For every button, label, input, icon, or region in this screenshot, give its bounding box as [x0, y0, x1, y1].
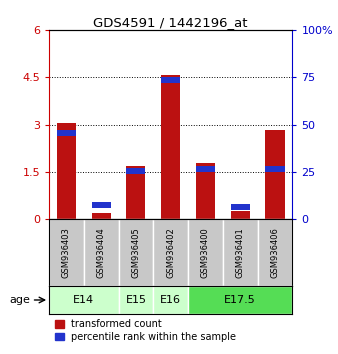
Text: GSM936401: GSM936401 — [236, 227, 245, 278]
Bar — [84, 219, 119, 286]
Text: E15: E15 — [125, 295, 146, 305]
Bar — [161, 78, 180, 83]
Text: GSM936403: GSM936403 — [62, 227, 71, 278]
Text: GSM936406: GSM936406 — [270, 227, 280, 278]
Bar — [126, 168, 145, 174]
Text: GSM936400: GSM936400 — [201, 227, 210, 278]
Bar — [126, 166, 145, 219]
Bar — [223, 219, 258, 286]
Text: GSM936405: GSM936405 — [131, 227, 140, 278]
Bar — [196, 163, 215, 219]
Bar — [153, 219, 188, 286]
Bar — [119, 286, 153, 314]
Bar — [92, 202, 111, 208]
Bar — [49, 219, 84, 286]
Bar — [188, 286, 292, 314]
Bar — [265, 166, 285, 172]
Text: GSM936402: GSM936402 — [166, 227, 175, 278]
Bar — [161, 75, 180, 219]
Bar — [57, 130, 76, 136]
Text: E14: E14 — [73, 295, 94, 305]
Bar — [265, 130, 285, 219]
Bar — [153, 286, 188, 314]
Bar — [92, 213, 111, 219]
Bar — [57, 123, 76, 219]
Text: E17.5: E17.5 — [224, 295, 256, 305]
Title: GDS4591 / 1442196_at: GDS4591 / 1442196_at — [93, 16, 248, 29]
Legend: transformed count, percentile rank within the sample: transformed count, percentile rank withi… — [54, 319, 237, 343]
Bar — [231, 204, 250, 210]
Bar — [196, 166, 215, 172]
Bar — [258, 219, 292, 286]
Bar — [119, 219, 153, 286]
Bar — [231, 211, 250, 219]
Bar — [188, 219, 223, 286]
Text: age: age — [9, 295, 30, 305]
Text: GSM936404: GSM936404 — [97, 227, 106, 278]
Bar — [49, 286, 119, 314]
Text: E16: E16 — [160, 295, 181, 305]
